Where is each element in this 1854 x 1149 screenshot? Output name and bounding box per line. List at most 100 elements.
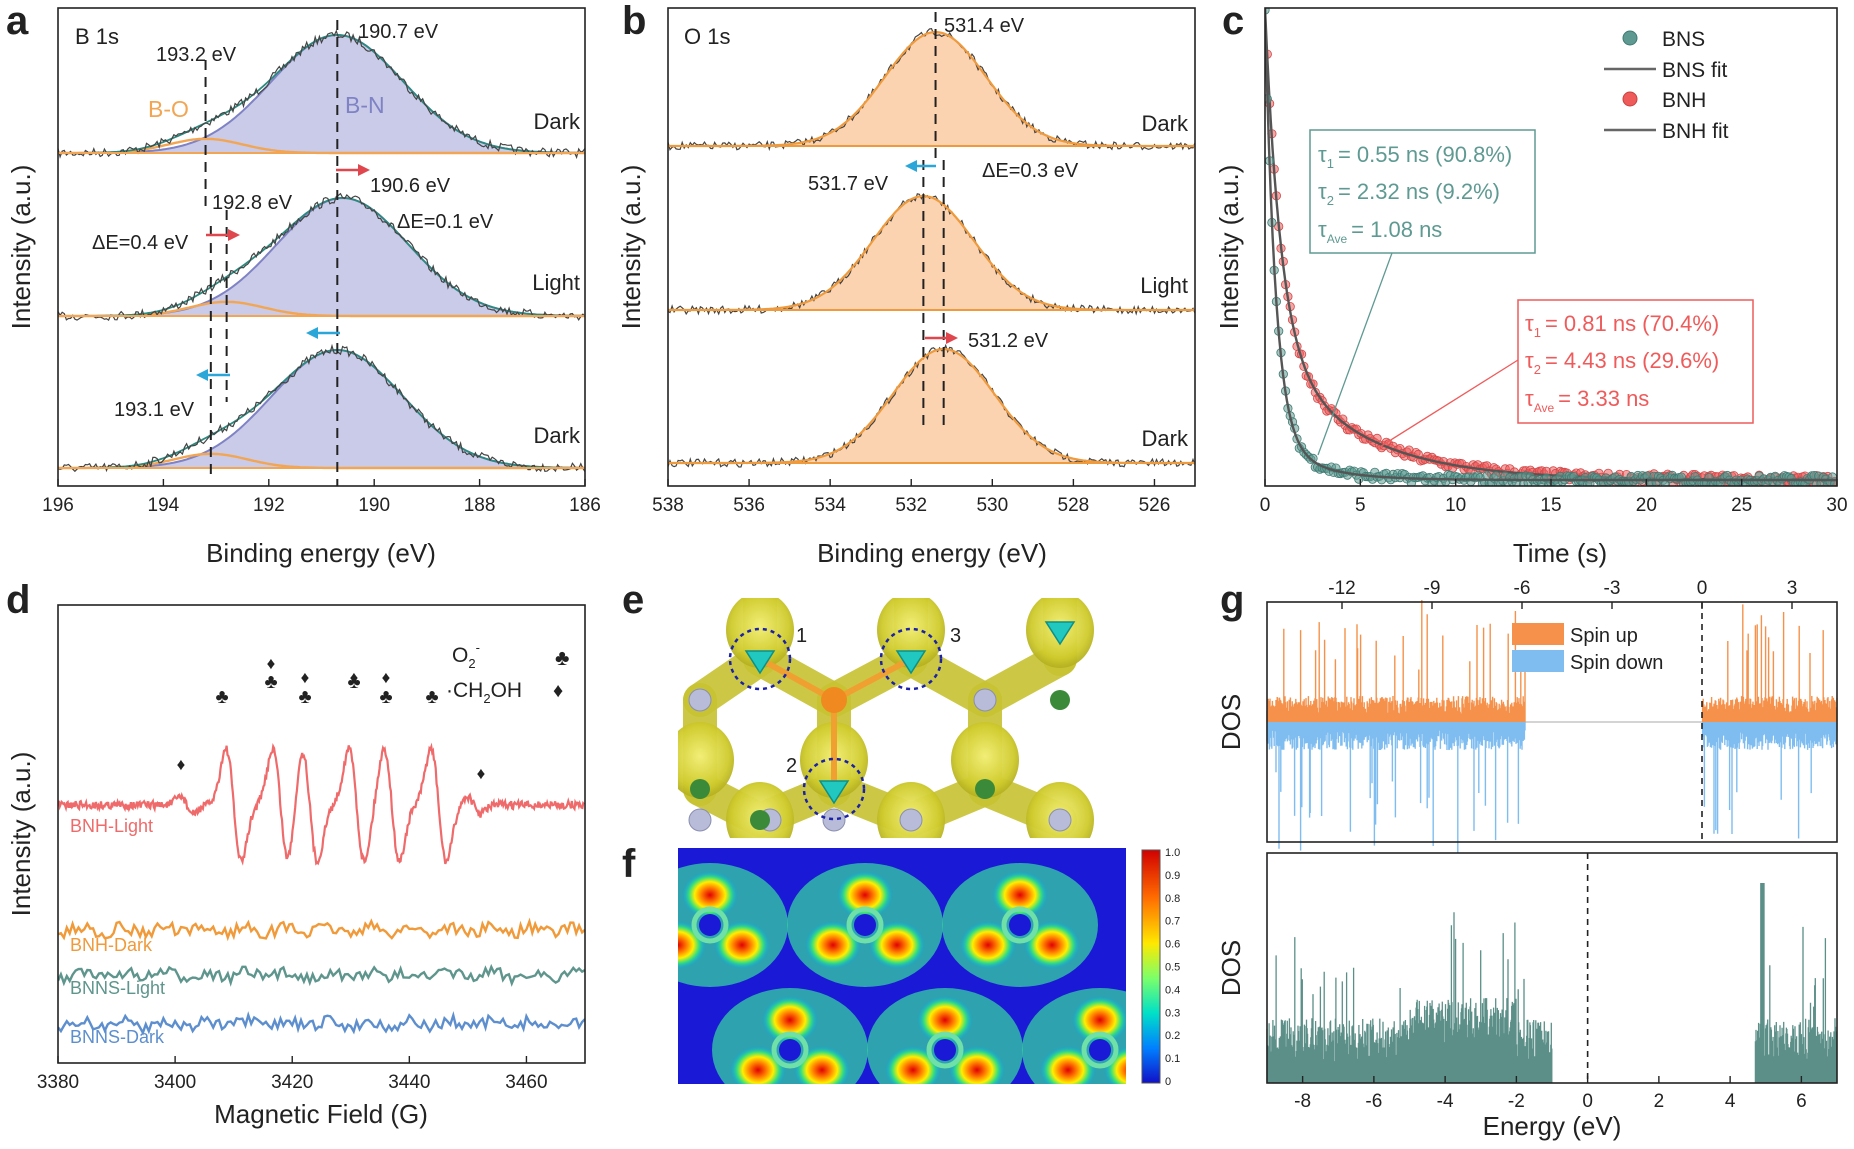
d-club-5: ♣ [379, 686, 392, 708]
panel-label-g: g [1220, 578, 1244, 622]
b-tick-label-534: 534 [814, 495, 846, 516]
d-legend-diamond: ♦ [553, 680, 563, 702]
site-circle-3 [879, 627, 943, 691]
f-ring-hole-2 [854, 914, 876, 936]
e-atom-o-3 [818, 780, 850, 805]
a-ann-193.1: 193.1 eV [114, 399, 195, 421]
panel-d-markers: ♣♣♣♣♣ ♣♦♦♦ ♦ ♦♦ [177, 654, 486, 783]
c-tick-label-15: 15 [1540, 495, 1561, 516]
a-ann-de01: ΔE=0.1 eV [397, 211, 494, 233]
f-ring-hole-5 [934, 1039, 956, 1061]
panel-a-frame [57, 7, 586, 487]
panel-label-e: e [622, 578, 644, 622]
d-legend-ch2oh: ·CH2OH [446, 679, 522, 706]
label-b-o: B-O [148, 96, 189, 122]
d-diamond-6: ♦ [477, 764, 486, 783]
g-top-frame [1266, 601, 1838, 843]
e-atom-c-4 [750, 810, 770, 830]
legend-bnh-marker [1622, 91, 1638, 107]
f-ring-core-5 [926, 1031, 964, 1069]
legend-spin-down-swatch [1512, 650, 1564, 672]
g2-tick-label--6: -6 [1365, 1091, 1382, 1112]
a-bn-fill-1 [58, 35, 585, 153]
a-ann-193.2: 193.2 eV [156, 44, 237, 66]
panel-a-xlabel: Binding energy (eV) [206, 538, 436, 568]
b-spec-label-3: Dark [1142, 426, 1189, 451]
a-bn-fill-2 [58, 198, 585, 316]
site-circle-1 [728, 627, 792, 691]
panel-c-legend: BNS BNS fit BNH BNH fit [1604, 28, 1729, 143]
e-lobe-1 [726, 598, 794, 668]
g-top-ylabel: DOS [1216, 694, 1246, 750]
d-tick-label-3400: 3400 [154, 1072, 196, 1093]
f-hotspot-5-3 [949, 1046, 1005, 1084]
a-raw-3 [58, 343, 585, 473]
e-bond-b-2 [832, 656, 913, 703]
f-cbar-tick-7: 0.3 [1165, 1007, 1180, 1019]
e-atom-n-2 [973, 688, 997, 712]
bns-tau-ave: τAve = 1.08 ns [1318, 217, 1442, 246]
panel-b-plot-area [668, 12, 1195, 468]
e-atom-n-4 [1048, 808, 1072, 832]
g-top-legend: Spin up Spin down [1512, 623, 1663, 674]
d-diamond-5: ♦ [382, 668, 391, 687]
a-bn-fill-3 [58, 350, 585, 468]
a-ann-190.6: 190.6 eV [370, 175, 451, 197]
f-cbar-tick-2: 0.8 [1165, 893, 1180, 905]
a-ann-192.8: 192.8 eV [212, 192, 293, 214]
f-hotspot-6-1 [1072, 996, 1126, 1044]
panel-label-b: b [622, 0, 646, 43]
b-fill-2 [668, 196, 1195, 310]
panel-label-a: a [6, 0, 29, 43]
a-tick-label-186: 186 [569, 495, 601, 516]
f-hotspot-1-2 [678, 921, 706, 969]
b-arrow-left [905, 160, 936, 172]
panel-a-plot-area [58, 20, 585, 486]
legend-bns-fit: BNS fit [1662, 59, 1728, 82]
b-tick-label-538: 538 [652, 495, 684, 516]
e-lobe-2 [877, 598, 945, 668]
e-lobe-5 [951, 722, 1019, 798]
a-arrow-left-2 [196, 369, 230, 381]
g-total-dos [1266, 883, 1838, 1083]
f-hotspot-3-1 [992, 871, 1048, 919]
d-label-bnns-light: BNNS-Light [70, 978, 165, 998]
f-cbar-tick-10: 0 [1165, 1076, 1171, 1088]
f-hotspot-5-1 [917, 996, 973, 1044]
f-cbar-tick-3: 0.7 [1165, 916, 1180, 928]
e-atom-n-5 [688, 808, 712, 832]
e-atom-o-4 [1044, 621, 1076, 646]
panel-e [678, 598, 1094, 838]
b-tick-label-526: 526 [1139, 495, 1171, 516]
f-cbar-tick-8: 0.2 [1165, 1030, 1180, 1042]
legend-spin-down: Spin down [1570, 652, 1663, 674]
b-tick-label-528: 528 [1058, 495, 1090, 516]
d-trace-bnh-dark [58, 917, 585, 942]
b-ann-531.4: 531.4 eV [944, 15, 1025, 37]
f-ring-hole-3 [1009, 914, 1031, 936]
f-hotspot-2-1 [837, 871, 893, 919]
panel-c-xlabel: Time (s) [1513, 538, 1607, 568]
legend-bns: BNS [1662, 28, 1705, 51]
a-tick-label-188: 188 [464, 495, 496, 516]
a-tick-label-192: 192 [253, 495, 285, 516]
panel-b-ylabel: Intensity (a.u.) [616, 165, 646, 330]
e-atom-boron [821, 687, 847, 713]
f-ring-core-6 [1081, 1031, 1119, 1069]
c-tick-label-0: 0 [1260, 495, 1271, 516]
f-colorbar [1141, 849, 1161, 1084]
g2-tick-label--8: -8 [1294, 1091, 1311, 1112]
a-ann-de04: ΔE=0.4 eV [92, 232, 189, 254]
d-club-2: ♣ [264, 671, 277, 693]
g-top-x-ticks: -12 -9 -6 -3 0 3 [1328, 578, 1797, 609]
legend-spin-up-swatch [1512, 623, 1564, 645]
bns-tau2: τ2 = 2.32 ns (9.2%) [1318, 179, 1500, 208]
e-atom-n-7 [822, 808, 846, 832]
bnh-lifetime-box: τ1 = 0.81 ns (70.4%) τ2 = 4.43 ns (29.6%) … [1377, 299, 1754, 449]
legend-bnh: BNH [1662, 89, 1706, 112]
d-label-bnh-light: BNH-Light [70, 816, 153, 836]
f-ring-core-3 [1001, 906, 1039, 944]
panel-a: 196 194 192 190 188 186 Binding energy (eV) I… [6, 7, 601, 568]
a-arrow-right-2 [206, 229, 240, 241]
